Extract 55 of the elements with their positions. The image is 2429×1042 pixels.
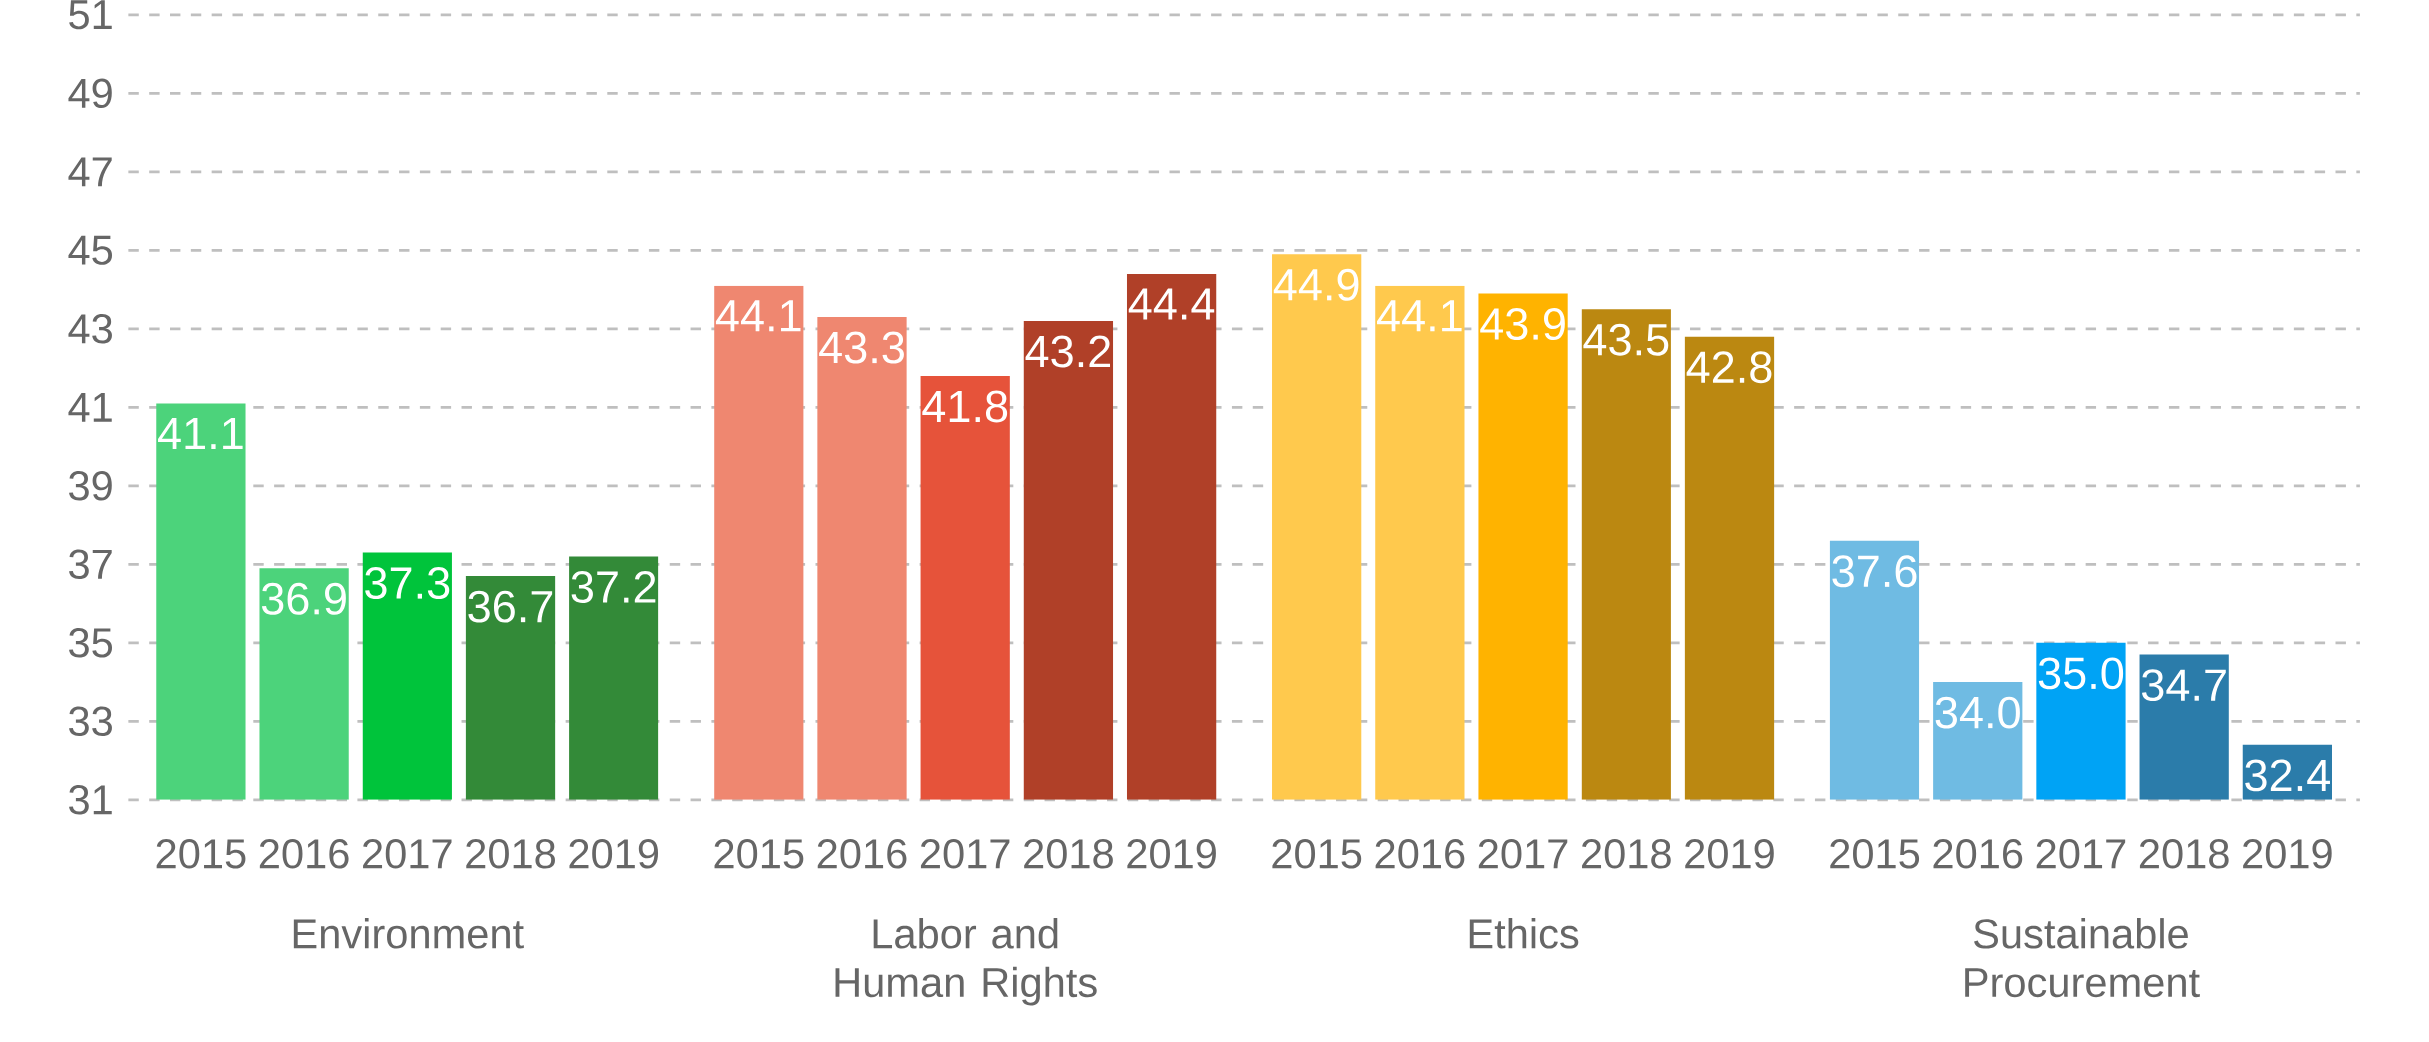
data-label: 43.3	[819, 331, 904, 364]
series-label: 2018	[466, 839, 555, 869]
data-label: 37.6	[1832, 555, 1917, 588]
data-label: 35.0	[2038, 657, 2124, 690]
y-tick-label: 45	[68, 235, 113, 265]
text: 2015	[1830, 839, 1920, 869]
data-label: 42.8	[1686, 351, 1772, 384]
text: 2018	[1024, 839, 1113, 869]
y-tick-label: 51	[69, 0, 112, 30]
series-label: 2015	[156, 839, 246, 869]
text: 2016	[1933, 839, 2023, 869]
text: 2019	[1127, 839, 1216, 869]
x-tick-label: Labor and Human Rights	[835, 918, 1097, 1006]
series-label: 2016	[259, 839, 349, 869]
data-label: 41.1	[158, 418, 243, 450]
text: 2015	[714, 839, 804, 869]
data-label: 36.9	[261, 582, 346, 615]
y-tick-label: 31	[69, 785, 112, 815]
text: 2018	[2139, 839, 2229, 869]
text: 2017	[2036, 839, 2126, 869]
data-label: 32.4	[2245, 759, 2330, 792]
data-label: 44.1	[1377, 300, 1462, 332]
x-tick-label: Ethics	[1469, 918, 1579, 949]
x-tick-label: Sustainable Procurement	[1965, 918, 2200, 998]
text: 2017	[1478, 839, 1568, 869]
data-label: 34.7	[2142, 669, 2226, 702]
y-tick-label: 37	[69, 549, 112, 580]
y-tick-label: 43	[68, 314, 112, 344]
y-tick-label: 35	[69, 628, 113, 658]
data-label: 43.2	[1025, 335, 1111, 368]
series-label: 2019	[569, 839, 659, 869]
y-tick-label: 47	[68, 157, 112, 187]
text: 2019	[2243, 839, 2332, 869]
text: 2016	[1375, 839, 1465, 869]
y-tick-label: 49	[68, 78, 112, 109]
y-tick-label: 39	[69, 471, 112, 501]
data-label: 43.9	[1480, 308, 1565, 341]
x-tick-label: Environment	[293, 918, 524, 949]
data-label: 44.1	[715, 300, 801, 332]
data-label: 44.9	[1273, 268, 1359, 301]
text: 2017	[920, 839, 1010, 869]
data-label: 36.7	[468, 590, 553, 623]
data-label: 37.3	[365, 567, 450, 600]
data-label: 34.0	[1935, 696, 2020, 729]
text: 2015	[1272, 839, 1362, 869]
data-label: 37.2	[571, 571, 656, 604]
series-label: 2017	[363, 839, 452, 869]
y-tick-label: 41	[68, 393, 112, 422]
y-tick-label: 33	[69, 706, 112, 737]
data-label: 41.8	[922, 390, 1008, 423]
text: 2019	[1685, 839, 1774, 869]
data-label: 44.4	[1128, 288, 1215, 320]
data-label: 43.5	[1583, 323, 1669, 356]
text: 2018	[1582, 839, 1671, 869]
text: 2016	[817, 839, 907, 869]
